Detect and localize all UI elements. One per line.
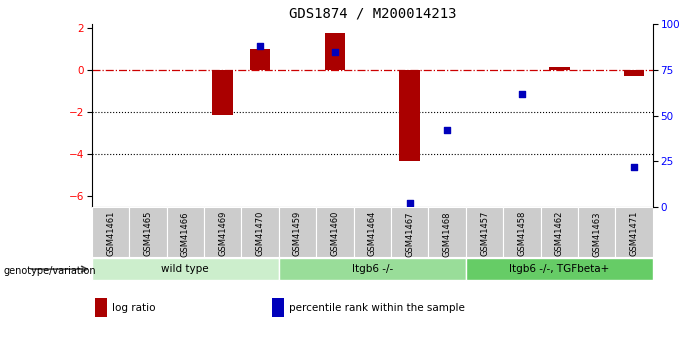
- FancyBboxPatch shape: [92, 207, 129, 257]
- Text: GSM41471: GSM41471: [630, 211, 639, 256]
- Bar: [279, 258, 466, 280]
- Text: GSM41458: GSM41458: [517, 211, 526, 256]
- FancyBboxPatch shape: [503, 207, 541, 257]
- Point: [329, 49, 340, 54]
- FancyBboxPatch shape: [354, 207, 391, 257]
- Text: GSM41465: GSM41465: [143, 211, 152, 256]
- Title: GDS1874 / M200014213: GDS1874 / M200014213: [288, 6, 456, 20]
- Text: GSM41469: GSM41469: [218, 211, 227, 256]
- Text: genotype/variation: genotype/variation: [3, 266, 96, 276]
- Bar: [324, 32, 345, 70]
- Text: GSM41468: GSM41468: [443, 211, 452, 256]
- FancyBboxPatch shape: [316, 207, 354, 257]
- FancyBboxPatch shape: [129, 207, 167, 257]
- Bar: [272, 298, 284, 317]
- Bar: [212, 70, 233, 115]
- FancyBboxPatch shape: [578, 207, 615, 257]
- FancyBboxPatch shape: [204, 207, 241, 257]
- Text: Itgb6 -/-: Itgb6 -/-: [352, 264, 393, 274]
- Text: GSM41460: GSM41460: [330, 211, 339, 256]
- Bar: [624, 70, 645, 76]
- Point: [517, 91, 528, 96]
- Text: GSM41462: GSM41462: [555, 211, 564, 256]
- Bar: [250, 49, 271, 70]
- Text: GSM41466: GSM41466: [181, 211, 190, 256]
- Text: GSM41461: GSM41461: [106, 211, 115, 256]
- Point: [442, 127, 453, 133]
- Text: GSM41459: GSM41459: [293, 211, 302, 256]
- Text: GSM41470: GSM41470: [256, 211, 265, 256]
- FancyBboxPatch shape: [428, 207, 466, 257]
- Point: [628, 164, 639, 169]
- FancyBboxPatch shape: [279, 207, 316, 257]
- Text: GSM41467: GSM41467: [405, 211, 414, 256]
- Bar: [95, 298, 107, 317]
- FancyBboxPatch shape: [391, 207, 428, 257]
- Text: percentile rank within the sample: percentile rank within the sample: [289, 303, 465, 313]
- FancyBboxPatch shape: [241, 207, 279, 257]
- FancyBboxPatch shape: [466, 207, 503, 257]
- Point: [254, 43, 265, 49]
- Text: GSM41464: GSM41464: [368, 211, 377, 256]
- FancyBboxPatch shape: [167, 207, 204, 257]
- FancyBboxPatch shape: [541, 207, 578, 257]
- Text: log ratio: log ratio: [112, 303, 156, 313]
- Bar: [399, 70, 420, 161]
- Text: GSM41463: GSM41463: [592, 211, 601, 256]
- Text: wild type: wild type: [161, 264, 209, 274]
- Bar: [549, 67, 570, 70]
- Bar: [466, 258, 653, 280]
- FancyBboxPatch shape: [615, 207, 653, 257]
- Bar: [92, 258, 279, 280]
- Point: [404, 200, 415, 206]
- Text: GSM41457: GSM41457: [480, 211, 489, 256]
- Text: Itgb6 -/-, TGFbeta+: Itgb6 -/-, TGFbeta+: [509, 264, 609, 274]
